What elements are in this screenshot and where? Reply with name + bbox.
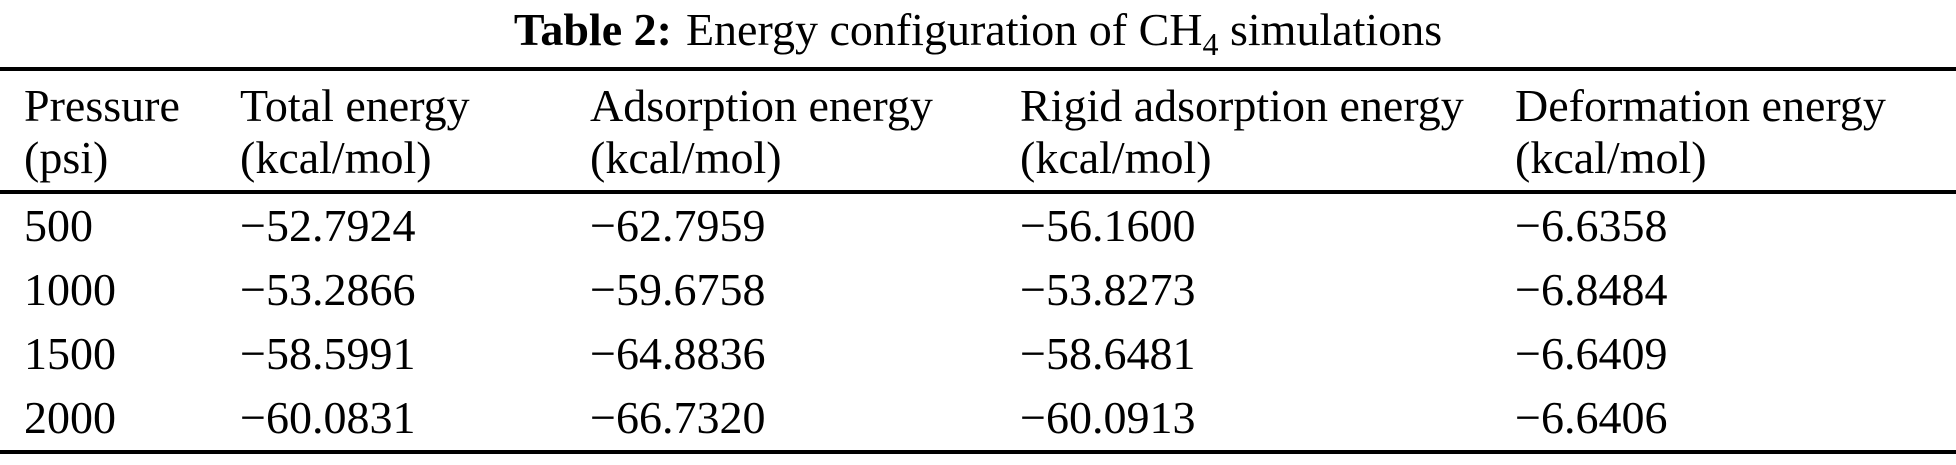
table-row: 1000 −53.2866 −59.6758 −53.8273 −6.8484 bbox=[0, 258, 1956, 322]
cell-adsorption-energy: −66.7320 bbox=[590, 392, 766, 443]
table-caption-text-end: simulations bbox=[1218, 4, 1443, 55]
column-header-total-energy: Total energy (kcal/mol) bbox=[240, 80, 470, 183]
cell-total-energy: −52.7924 bbox=[240, 200, 416, 251]
column-header-deformation-energy: Deformation energy (kcal/mol) bbox=[1515, 80, 1886, 183]
cell-adsorption-energy: −59.6758 bbox=[590, 264, 766, 315]
column-header-rigid-adsorption-energy: Rigid adsorption energy (kcal/mol) bbox=[1020, 80, 1464, 183]
cell-rigid-adsorption-energy: −60.0913 bbox=[1020, 392, 1196, 443]
table-caption: Table 2: Energy configuration of CH4 simu… bbox=[0, 0, 1956, 67]
cell-pressure: 1000 bbox=[24, 264, 116, 315]
table-header-rule bbox=[0, 190, 1956, 194]
column-header-adsorption-energy: Adsorption energy (kcal/mol) bbox=[590, 80, 933, 183]
cell-pressure: 2000 bbox=[24, 392, 116, 443]
cell-deformation-energy: −6.6358 bbox=[1515, 200, 1668, 251]
cell-rigid-adsorption-energy: −56.1600 bbox=[1020, 200, 1196, 251]
table-row: 2000 −60.0831 −66.7320 −60.0913 −6.6406 bbox=[0, 386, 1956, 450]
cell-rigid-adsorption-energy: −53.8273 bbox=[1020, 264, 1196, 315]
table-bottom-rule bbox=[0, 450, 1956, 454]
table-header-row: Pressure (psi) Total energy (kcal/mol) A… bbox=[0, 71, 1956, 190]
table-top-rule bbox=[0, 67, 1956, 71]
cell-pressure: 500 bbox=[24, 200, 93, 251]
cell-adsorption-energy: −62.7959 bbox=[590, 200, 766, 251]
cell-pressure: 1500 bbox=[24, 328, 116, 379]
cell-total-energy: −53.2866 bbox=[240, 264, 416, 315]
cell-rigid-adsorption-energy: −58.6481 bbox=[1020, 328, 1196, 379]
table-caption-subscript: 4 bbox=[1202, 26, 1219, 63]
table-caption-text: Energy configuration of CH bbox=[685, 4, 1203, 55]
column-header-pressure: Pressure (psi) bbox=[24, 80, 180, 183]
cell-adsorption-energy: −64.8836 bbox=[590, 328, 766, 379]
table-row: 1500 −58.5991 −64.8836 −58.6481 −6.6409 bbox=[0, 322, 1956, 386]
cell-total-energy: −58.5991 bbox=[240, 328, 416, 379]
cell-total-energy: −60.0831 bbox=[240, 392, 416, 443]
cell-deformation-energy: −6.6409 bbox=[1515, 328, 1668, 379]
table-caption-label: Table 2: bbox=[513, 4, 672, 55]
cell-deformation-energy: −6.8484 bbox=[1515, 264, 1668, 315]
cell-deformation-energy: −6.6406 bbox=[1515, 392, 1668, 443]
table-row: 500 −52.7924 −62.7959 −56.1600 −6.6358 bbox=[0, 194, 1956, 258]
